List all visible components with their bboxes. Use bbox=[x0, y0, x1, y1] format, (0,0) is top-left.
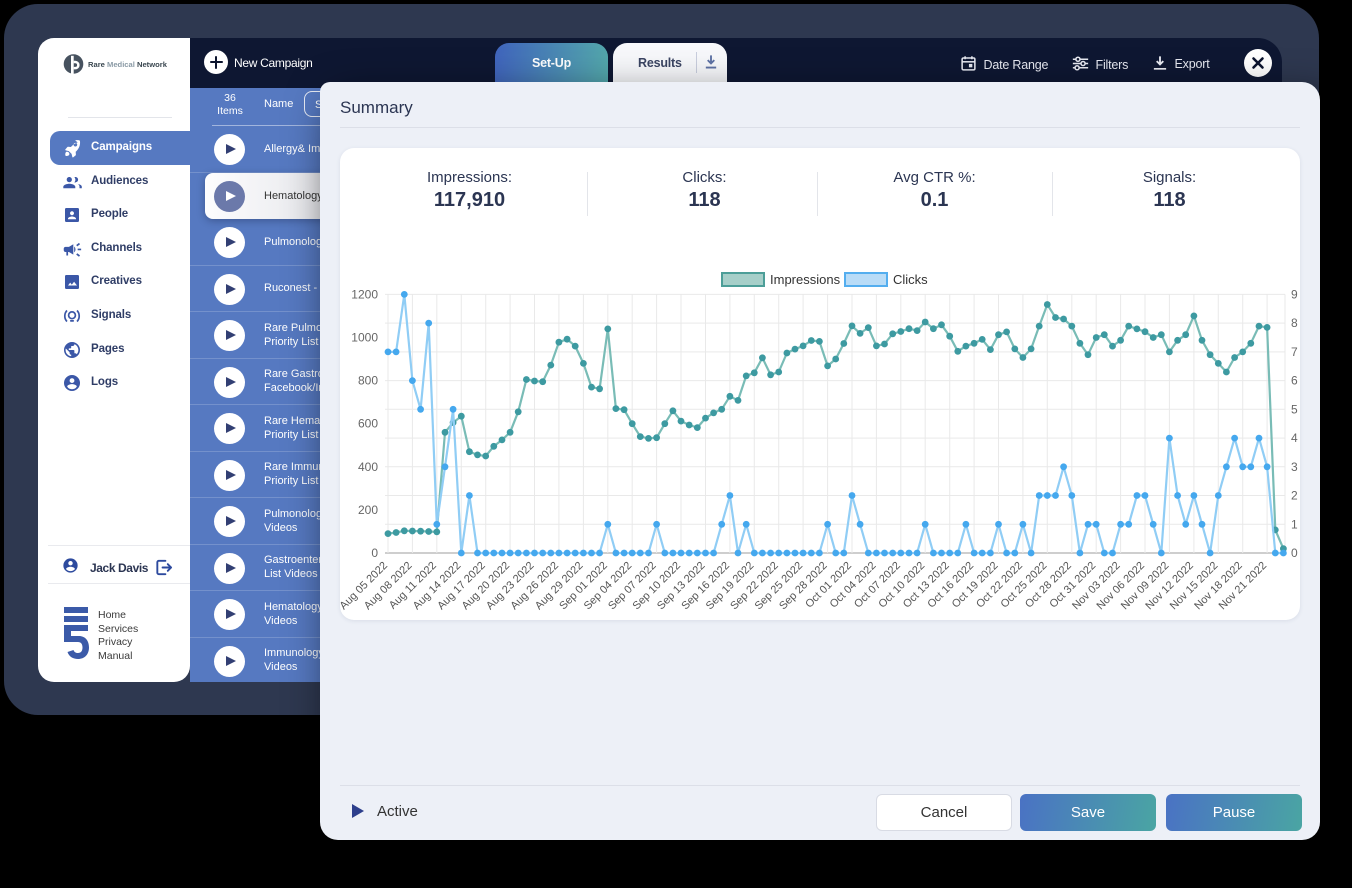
svg-text:Rare Medical Network: Rare Medical Network bbox=[88, 60, 168, 69]
svg-text:1: 1 bbox=[1291, 517, 1298, 531]
svg-text:Impressions: Impressions bbox=[770, 272, 841, 287]
svg-text:8: 8 bbox=[1291, 316, 1298, 330]
svg-text:6: 6 bbox=[1291, 374, 1298, 388]
svg-text:800: 800 bbox=[358, 374, 378, 388]
svg-text:2: 2 bbox=[1291, 489, 1298, 503]
svg-text:7: 7 bbox=[1291, 345, 1298, 359]
svg-text:600: 600 bbox=[358, 417, 378, 431]
svg-text:3: 3 bbox=[1291, 460, 1298, 474]
svg-text:Clicks: Clicks bbox=[893, 272, 928, 287]
svg-text:400: 400 bbox=[358, 460, 378, 474]
svg-text:200: 200 bbox=[358, 503, 378, 517]
svg-text:4: 4 bbox=[1291, 431, 1298, 445]
svg-text:1000: 1000 bbox=[351, 331, 378, 345]
svg-text:0: 0 bbox=[1291, 546, 1298, 560]
svg-text:1200: 1200 bbox=[351, 287, 378, 301]
svg-text:0: 0 bbox=[371, 546, 378, 560]
svg-text:5: 5 bbox=[1291, 402, 1298, 416]
svg-text:9: 9 bbox=[1291, 287, 1298, 301]
